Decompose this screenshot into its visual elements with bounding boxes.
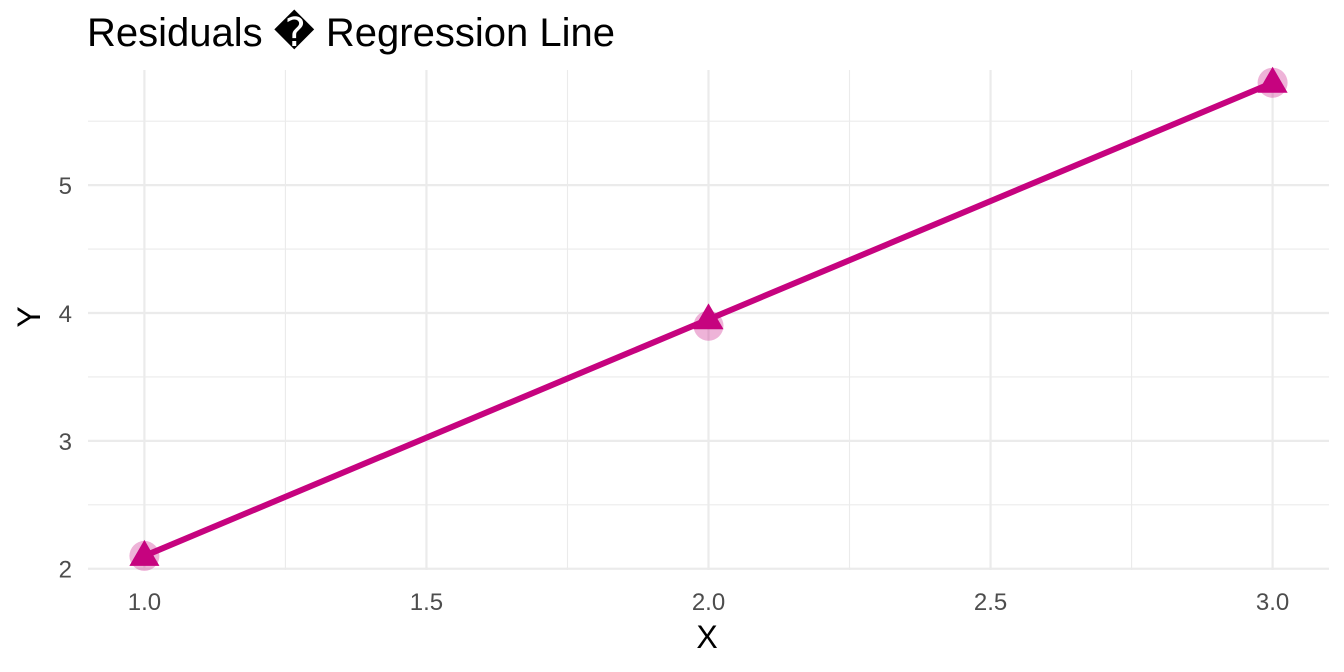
grid (88, 70, 1329, 570)
fitted-point (693, 303, 724, 330)
y-tick-label: 5 (59, 173, 72, 200)
fitted-point (129, 539, 160, 566)
y-tick-label: 3 (59, 429, 72, 456)
x-axis-ticks: 1.0 1.5 2.0 2.5 3.0 (128, 589, 1290, 616)
x-tick-label: 1.0 (128, 589, 161, 616)
fitted-point (1257, 66, 1288, 93)
series (129, 66, 1288, 571)
x-tick-label: 2.5 (974, 589, 1007, 616)
y-tick-label: 4 (59, 301, 72, 328)
y-axis-title: Y (11, 306, 47, 327)
x-tick-label: 1.5 (410, 589, 443, 616)
chart-title: Residuals � Regression Line (87, 9, 615, 55)
x-tick-label: 3.0 (1256, 589, 1289, 616)
x-axis-title: X (696, 619, 717, 655)
y-tick-label: 2 (59, 557, 72, 584)
y-axis-ticks: 2 3 4 5 (59, 173, 72, 584)
x-tick-label: 2.0 (692, 589, 725, 616)
